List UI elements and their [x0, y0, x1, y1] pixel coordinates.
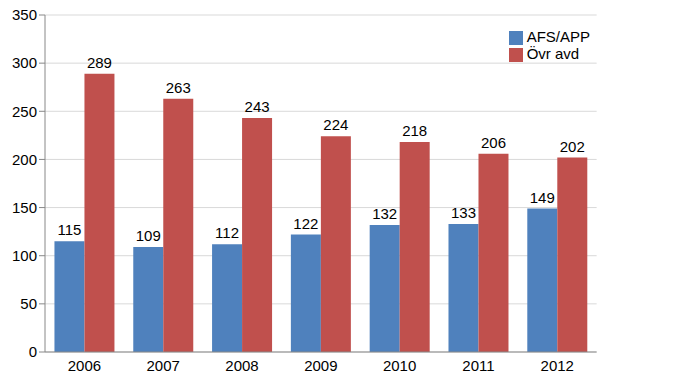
svg-text:0: 0: [29, 343, 37, 360]
svg-text:2008: 2008: [225, 357, 258, 374]
svg-text:109: 109: [136, 227, 161, 244]
svg-text:112: 112: [215, 224, 239, 241]
svg-text:133: 133: [451, 204, 476, 221]
svg-text:132: 132: [372, 205, 397, 222]
svg-text:2006: 2006: [68, 357, 101, 374]
svg-text:289: 289: [87, 54, 112, 71]
svg-text:202: 202: [560, 138, 585, 155]
svg-text:243: 243: [245, 98, 270, 115]
svg-text:218: 218: [402, 122, 427, 139]
svg-text:2012: 2012: [541, 357, 574, 374]
svg-text:122: 122: [293, 215, 318, 232]
svg-text:250: 250: [12, 103, 37, 120]
svg-text:149: 149: [530, 189, 555, 206]
svg-text:224: 224: [323, 116, 348, 133]
svg-text:115: 115: [57, 221, 81, 238]
svg-text:206: 206: [481, 134, 506, 151]
html-text:AFS/APP: AFS/APP: [526, 28, 590, 45]
svg-text:200: 200: [12, 151, 37, 168]
html-text:Övr avd: Övr avd: [526, 45, 580, 62]
svg-text:50: 50: [20, 295, 37, 312]
svg-text:150: 150: [12, 199, 37, 216]
svg-text:2009: 2009: [304, 357, 337, 374]
svg-text:100: 100: [12, 247, 37, 264]
svg-text:263: 263: [166, 79, 191, 96]
svg-text:300: 300: [12, 54, 37, 71]
svg-text:2010: 2010: [383, 357, 416, 374]
svg-text:2007: 2007: [147, 357, 180, 374]
svg-text:350: 350: [12, 6, 37, 23]
svg-text:2011: 2011: [462, 357, 494, 374]
